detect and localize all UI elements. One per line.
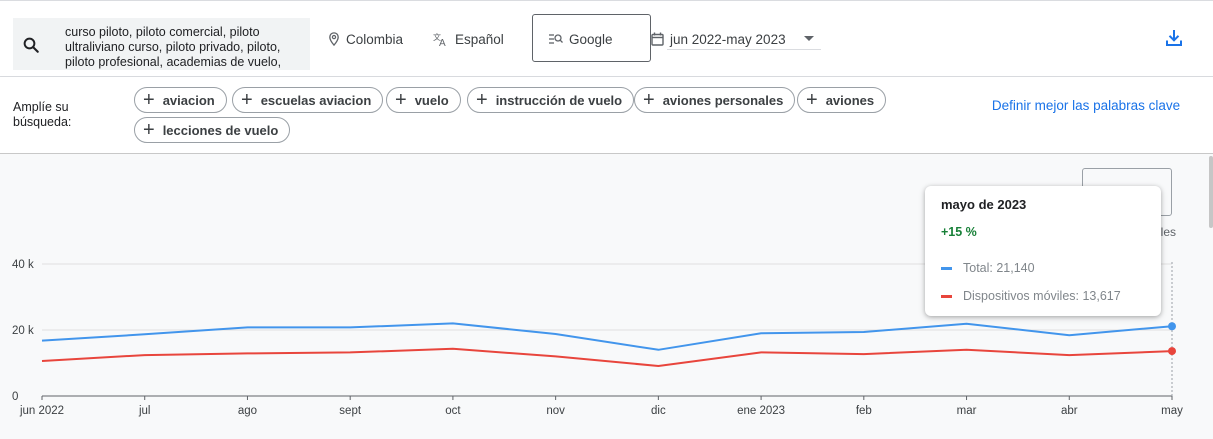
language-label: Español [455,31,504,47]
total-legend-swatch [941,266,952,270]
chip-label: lecciones de vuelo [162,122,279,138]
language-filter[interactable]: 文 A Español [433,29,504,49]
search-engine-label: Google [569,31,613,47]
download-icon[interactable] [1164,28,1184,48]
expand-search-label: Amplíe su búsqueda: [13,100,72,129]
x-tick-label: abr [1061,405,1078,417]
series-point-total [1168,322,1176,331]
trend-chart: 0 20 k 40 k jun 2022 jul ago sept oct nov dic ene… [12,259,1183,417]
date-range-label: jun 2022-may 2023 [670,31,786,47]
tooltip-total-value: Total: 21,140 [963,261,1035,275]
plus-icon: + [476,89,488,111]
x-tick-label: mar [957,405,977,417]
x-tick-label: jul [138,405,151,417]
search-icon[interactable] [22,36,40,54]
location-pin-icon [329,32,339,46]
x-tick-label: nov [546,405,565,417]
chip-label: instrucción de vuelo [495,92,623,108]
chip-label: escuelas aviacion [260,92,372,108]
refine-keywords-link[interactable]: Definir mejor las palabras clave [991,98,1181,113]
x-tick-label: sept [339,405,362,417]
search-list-icon [549,34,563,44]
location-filter[interactable]: Colombia [328,29,403,49]
translate-icon: 文 A [433,32,446,47]
plus-icon: + [143,119,155,141]
y-tick-label: 0 [12,391,18,403]
series-line-mobile [41,347,1173,368]
chip-label: aviacion [162,92,215,108]
suggestion-chip[interactable]: + aviacion [134,87,227,113]
plus-icon: + [806,89,818,111]
tooltip-mobile-value: Dispositivos móviles: 13,617 [963,289,1121,303]
date-range-filter[interactable]: jun 2022-may 2023 [651,29,786,49]
search-query-text[interactable]: curso piloto, piloto comercial, piloto u… [65,25,282,69]
y-tick-label: 20 k [12,325,34,337]
x-tick-label: may [1161,405,1183,417]
series-line-total [41,322,1173,351]
date-range-underline [667,49,821,50]
x-tick-label: oct [445,405,461,417]
search-engine-selector[interactable] [532,14,651,62]
plus-icon: + [643,89,655,111]
scrollbar[interactable] [1209,156,1213,228]
tooltip-title: mayo de 2023 [941,197,1027,212]
suggestion-chip[interactable]: + aviones personales [634,87,796,113]
chip-label: aviones [825,92,875,108]
y-tick-label: 40 k [12,259,34,271]
tooltip-mobile-row: Dispositivos móviles: 13,617 [941,289,1121,303]
plus-icon: + [395,89,407,111]
tooltip-total-row: Total: 21,140 [941,261,1035,275]
svg-text:文: 文 [433,32,441,42]
suggestion-chip[interactable]: + instrucción de vuelo [467,87,635,113]
suggestion-chip[interactable]: + aviones [797,87,887,113]
tooltip-change: +15 % [941,225,977,239]
search-engine-filter[interactable]: Google [549,29,613,49]
svg-text:A: A [439,38,446,47]
chip-label: aviones personales [662,92,784,108]
plus-icon: + [143,89,155,111]
x-tick-label: dic [651,405,666,417]
x-tick-label: ago [238,405,257,417]
x-tick-label: jun 2022 [19,405,64,417]
expand-search-bar: Amplíe su búsqueda: + aviacion + escuela… [0,77,1213,154]
series-point-mobile [1168,347,1176,356]
chip-label: vuelo [414,92,449,108]
suggestion-chip[interactable]: + lecciones de vuelo [134,117,291,143]
plus-icon: + [241,89,253,111]
chevron-down-icon[interactable] [804,36,814,41]
x-tick-label: feb [856,405,872,417]
calendar-icon [651,32,664,46]
search-query-box[interactable]: curso piloto, piloto comercial, piloto u… [13,18,310,70]
x-tick-label: ene 2023 [737,405,785,417]
top-toolbar: curso piloto, piloto comercial, piloto u… [0,0,1213,77]
chart-tooltip: mayo de 2023 +15 % Total: 21,140 Disposi… [925,186,1161,316]
suggestion-chip[interactable]: + escuelas aviacion [232,87,384,113]
location-label: Colombia [346,31,404,47]
mobile-legend-swatch [941,294,952,298]
suggestion-chip[interactable]: + vuelo [386,87,461,113]
